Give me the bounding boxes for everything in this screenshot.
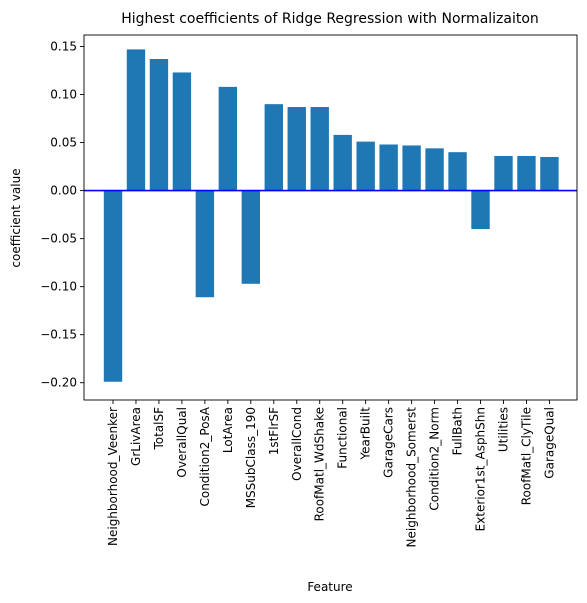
y-tick-label: 0.05 (50, 136, 77, 150)
x-tick-label: Exterior1st_AsphShn (474, 407, 488, 531)
x-tick-label: Condition2_Norm (428, 407, 442, 511)
y-tick-label: −0.15 (40, 328, 77, 342)
y-axis-label: coefficient value (9, 168, 23, 267)
chart-title: Highest coefficients of Ridge Regression… (121, 11, 539, 27)
bar-garagequal (540, 156, 559, 191)
bar-roofmatl-wdshake (310, 107, 329, 191)
plot-frame (83, 34, 578, 401)
y-axis-ticks: −0.20 −0.15 −0.10 −0.05 0.00 0.05 0.10 0.15 (40, 40, 84, 390)
y-tick-label: 0.00 (50, 184, 77, 198)
bar-overallqual (172, 72, 192, 191)
y-tick-label: −0.20 (40, 376, 77, 390)
x-tick-label: FullBath (451, 407, 465, 455)
bar-functional (333, 134, 352, 191)
x-tick-label: Condition2_PosA (198, 406, 212, 506)
x-tick-label: LotArea (221, 407, 235, 453)
bars (103, 49, 559, 382)
bar-yearbuilt (356, 141, 375, 191)
bar-neighborhood-somerst (402, 145, 421, 191)
x-tick-label: Utilities (496, 407, 510, 452)
x-axis-ticks: Neighborhood_Veenker GrLivArea TotalSF Over… (106, 400, 556, 547)
x-tick-label: OverallCond (290, 407, 304, 481)
y-tick-label: −0.05 (40, 232, 77, 246)
x-tick-label: GarageCars (382, 407, 396, 478)
bar-fullbath (448, 152, 467, 191)
y-tick-label: 0.15 (50, 40, 77, 54)
x-tick-label: YearBuilt (359, 407, 373, 461)
x-tick-label: GrLivArea (129, 407, 143, 466)
x-tick-label: RoofMatl_WdShake (313, 407, 327, 521)
x-tick-label: OverallQual (175, 407, 189, 478)
bar-utilities (494, 156, 513, 191)
x-tick-label: Neighborhood_Veenker (106, 407, 120, 546)
x-tick-label: TotalSF (152, 407, 166, 451)
bar-1stflrsf (264, 104, 283, 191)
bar-overallcond (287, 107, 306, 191)
bar-condition2-norm (425, 148, 444, 191)
bar-exterior1st-asphshn (471, 190, 490, 230)
x-tick-label: Neighborhood_Somerst (405, 407, 419, 548)
y-tick-label: −0.10 (40, 280, 77, 294)
bar-grlivarea (126, 49, 146, 191)
bar-mssubclass-190 (241, 190, 261, 284)
x-tick-label: GarageQual (542, 407, 556, 479)
bar-condition2-posa (195, 190, 215, 298)
bar-garagecars (379, 144, 398, 191)
bar-roofmatl-clytile (517, 156, 536, 191)
bar-lotarea (218, 86, 238, 191)
bar-totalsf (149, 59, 169, 191)
bar-neighborhood-veenker (103, 190, 123, 382)
x-axis-label: Feature (307, 580, 352, 594)
x-tick-label: 1stFlrSF (267, 407, 281, 455)
x-tick-label: Functional (336, 407, 350, 469)
x-tick-label: RoofMatl_ClyTile (519, 407, 533, 505)
x-tick-label: MSSubClass_190 (244, 407, 258, 508)
y-tick-label: 0.10 (50, 88, 77, 102)
